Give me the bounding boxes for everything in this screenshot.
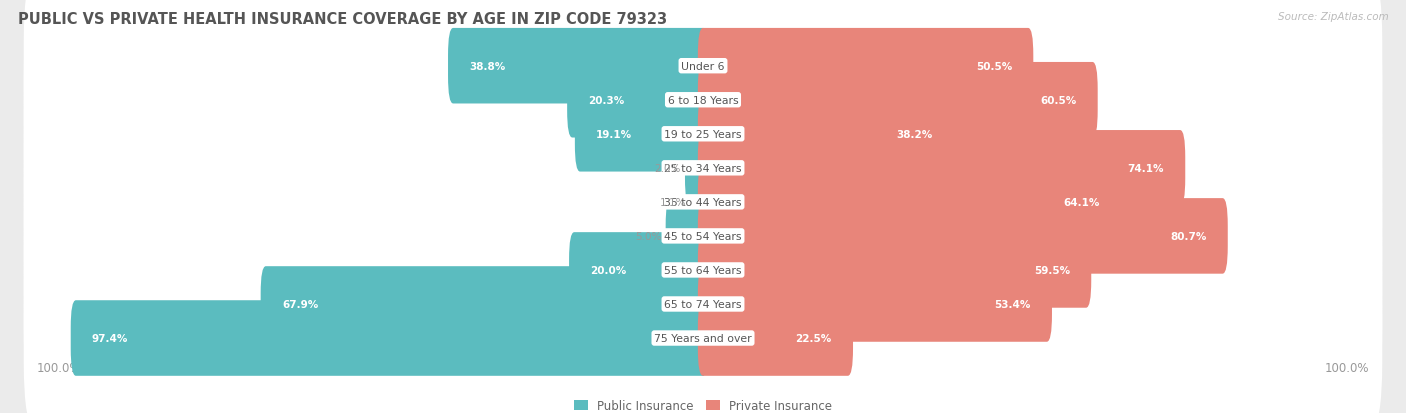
- Text: 6 to 18 Years: 6 to 18 Years: [668, 95, 738, 105]
- Text: 67.9%: 67.9%: [283, 299, 318, 309]
- FancyBboxPatch shape: [24, 9, 1382, 192]
- Text: Under 6: Under 6: [682, 62, 724, 71]
- FancyBboxPatch shape: [449, 29, 709, 104]
- FancyBboxPatch shape: [697, 266, 1052, 342]
- FancyBboxPatch shape: [697, 29, 1033, 104]
- FancyBboxPatch shape: [697, 165, 1121, 240]
- Text: 53.4%: 53.4%: [994, 299, 1031, 309]
- Text: 38.2%: 38.2%: [897, 129, 932, 140]
- Text: 2.0%: 2.0%: [654, 164, 681, 173]
- Text: 25 to 34 Years: 25 to 34 Years: [664, 164, 742, 173]
- Text: 64.1%: 64.1%: [1063, 197, 1099, 207]
- FancyBboxPatch shape: [697, 233, 1091, 308]
- Text: 19.1%: 19.1%: [596, 129, 633, 140]
- Text: 50.5%: 50.5%: [976, 62, 1012, 71]
- FancyBboxPatch shape: [697, 131, 1185, 206]
- Text: 22.5%: 22.5%: [796, 333, 832, 343]
- Text: 45 to 54 Years: 45 to 54 Years: [664, 231, 742, 241]
- FancyBboxPatch shape: [24, 145, 1382, 328]
- Text: Source: ZipAtlas.com: Source: ZipAtlas.com: [1278, 12, 1389, 22]
- Text: 75 Years and over: 75 Years and over: [654, 333, 752, 343]
- FancyBboxPatch shape: [260, 266, 709, 342]
- FancyBboxPatch shape: [690, 165, 709, 240]
- Text: 35 to 44 Years: 35 to 44 Years: [664, 197, 742, 207]
- FancyBboxPatch shape: [24, 179, 1382, 362]
- FancyBboxPatch shape: [70, 301, 709, 376]
- Text: 97.4%: 97.4%: [91, 333, 128, 343]
- Legend: Public Insurance, Private Insurance: Public Insurance, Private Insurance: [569, 394, 837, 413]
- Text: 55 to 64 Years: 55 to 64 Years: [664, 265, 742, 275]
- FancyBboxPatch shape: [697, 97, 955, 172]
- FancyBboxPatch shape: [24, 43, 1382, 226]
- FancyBboxPatch shape: [697, 199, 1227, 274]
- FancyBboxPatch shape: [24, 247, 1382, 413]
- FancyBboxPatch shape: [24, 111, 1382, 294]
- Text: 74.1%: 74.1%: [1128, 164, 1164, 173]
- Text: 65 to 74 Years: 65 to 74 Years: [664, 299, 742, 309]
- Text: 38.8%: 38.8%: [470, 62, 506, 71]
- FancyBboxPatch shape: [685, 131, 709, 206]
- FancyBboxPatch shape: [697, 63, 1098, 138]
- FancyBboxPatch shape: [575, 97, 709, 172]
- Text: 5.0%: 5.0%: [634, 231, 661, 241]
- FancyBboxPatch shape: [567, 63, 709, 138]
- FancyBboxPatch shape: [24, 0, 1382, 158]
- Text: 1.1%: 1.1%: [659, 197, 686, 207]
- Text: 20.0%: 20.0%: [591, 265, 627, 275]
- FancyBboxPatch shape: [697, 301, 853, 376]
- FancyBboxPatch shape: [24, 77, 1382, 260]
- Text: 20.3%: 20.3%: [588, 95, 624, 105]
- Text: 80.7%: 80.7%: [1170, 231, 1206, 241]
- FancyBboxPatch shape: [665, 199, 709, 274]
- FancyBboxPatch shape: [569, 233, 709, 308]
- Text: 59.5%: 59.5%: [1033, 265, 1070, 275]
- Text: 19 to 25 Years: 19 to 25 Years: [664, 129, 742, 140]
- Text: PUBLIC VS PRIVATE HEALTH INSURANCE COVERAGE BY AGE IN ZIP CODE 79323: PUBLIC VS PRIVATE HEALTH INSURANCE COVER…: [18, 12, 668, 27]
- FancyBboxPatch shape: [24, 213, 1382, 396]
- Text: 60.5%: 60.5%: [1040, 95, 1077, 105]
